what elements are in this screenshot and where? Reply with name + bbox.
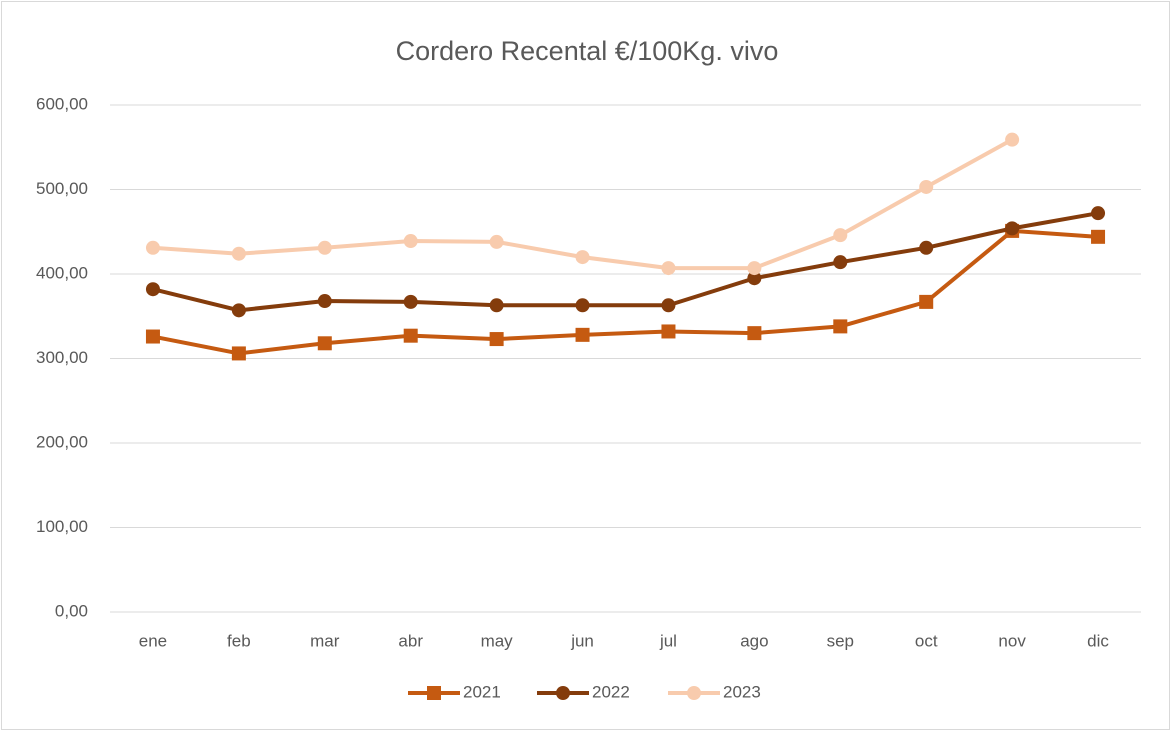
data-point xyxy=(747,261,762,276)
data-point xyxy=(575,327,590,342)
data-point xyxy=(145,282,160,297)
x-tick-label: feb xyxy=(227,631,251,650)
data-point xyxy=(1005,132,1020,147)
data-point xyxy=(1091,206,1106,221)
data-point xyxy=(489,332,504,347)
x-tick-label: ene xyxy=(139,631,167,650)
data-point xyxy=(489,234,504,249)
data-point xyxy=(1091,229,1106,244)
x-tick-label: sep xyxy=(827,631,854,650)
data-point xyxy=(231,246,246,261)
y-tick-label: 400,00 xyxy=(36,263,88,282)
data-point xyxy=(231,346,246,361)
data-point xyxy=(145,329,160,344)
data-point xyxy=(747,271,762,286)
data-point xyxy=(1005,221,1020,236)
y-tick-label: 500,00 xyxy=(36,179,88,198)
data-point xyxy=(919,179,934,194)
data-point xyxy=(833,319,848,334)
series-line xyxy=(152,211,1099,313)
data-point xyxy=(403,234,418,249)
data-point xyxy=(575,250,590,265)
x-tick-label: may xyxy=(481,631,514,650)
x-tick-label: mar xyxy=(310,631,340,650)
legend-label: 2022 xyxy=(592,682,630,701)
x-tick-label: jun xyxy=(570,631,594,650)
legend-label: 2021 xyxy=(463,682,501,701)
legend-marker xyxy=(556,686,570,700)
data-point xyxy=(489,298,504,313)
data-point xyxy=(919,294,934,309)
data-point xyxy=(833,255,848,270)
data-point xyxy=(145,240,160,255)
data-point xyxy=(575,298,590,313)
data-point xyxy=(231,303,246,318)
data-point xyxy=(919,240,934,255)
x-tick-label: dic xyxy=(1087,631,1109,650)
x-tick-label: nov xyxy=(998,631,1026,650)
data-point xyxy=(747,326,762,341)
data-point xyxy=(317,294,332,309)
x-tick-label: jul xyxy=(659,631,677,650)
data-point xyxy=(661,298,676,313)
data-point xyxy=(403,294,418,309)
data-point xyxy=(661,261,676,276)
y-tick-label: 0,00 xyxy=(55,601,88,620)
legend-marker xyxy=(687,686,701,700)
series-line xyxy=(152,228,1099,356)
data-point xyxy=(833,228,848,243)
y-tick-label: 300,00 xyxy=(36,348,88,367)
y-tick-label: 600,00 xyxy=(36,94,88,113)
y-tick-label: 100,00 xyxy=(36,517,88,536)
chart-title: Cordero Recental €/100Kg. vivo xyxy=(396,36,779,66)
legend-marker xyxy=(427,686,441,700)
y-tick-label: 200,00 xyxy=(36,432,88,451)
x-tick-label: ago xyxy=(740,631,768,650)
data-point xyxy=(661,324,676,339)
legend-label: 2023 xyxy=(723,682,761,701)
x-tick-label: oct xyxy=(915,631,938,650)
data-point xyxy=(403,328,418,343)
data-point xyxy=(317,240,332,255)
data-point xyxy=(317,336,332,351)
x-tick-label: abr xyxy=(398,631,423,650)
